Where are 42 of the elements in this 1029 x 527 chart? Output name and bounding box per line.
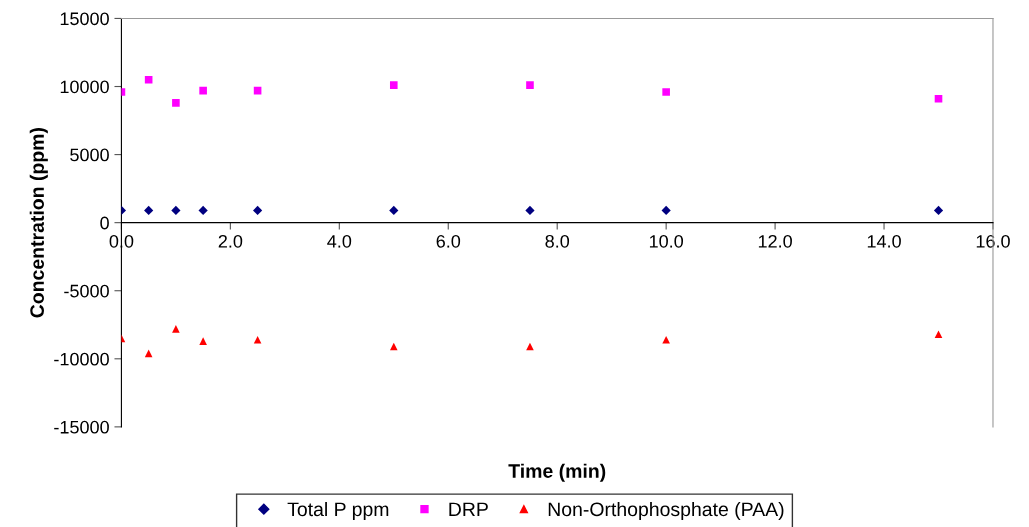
- x-tick-label: 16.0: [976, 234, 1010, 248]
- x-tick-label: 4.0: [327, 234, 352, 248]
- y-axis-title: Concentration (ppm): [29, 128, 48, 318]
- point: [199, 337, 207, 345]
- point: [253, 205, 263, 216]
- point: [199, 86, 207, 95]
- point: [389, 342, 398, 351]
- x-tick-label: 6.0: [436, 234, 461, 248]
- point: [525, 205, 535, 216]
- y-tick-label: -15000: [54, 420, 109, 434]
- x-tick-label: 14.0: [867, 234, 901, 248]
- point: [172, 325, 180, 333]
- y-tick-label: -10000: [54, 352, 109, 366]
- x-tick-label: 8.0: [545, 234, 570, 248]
- point: [198, 205, 208, 216]
- legend-label: Non-Orthophosphate (PAA): [548, 501, 784, 521]
- legend-label: DRP: [449, 502, 488, 517]
- point: [661, 205, 671, 216]
- y-tick-label: 10000: [60, 80, 109, 94]
- point: [253, 335, 262, 344]
- y-tick-label: -5000: [64, 284, 109, 298]
- point: [171, 205, 181, 216]
- point: [144, 349, 153, 358]
- legend-label: Total P ppm: [287, 501, 389, 521]
- x-tick-label: 12.0: [758, 234, 792, 248]
- point: [662, 335, 670, 344]
- y-tick-label: 5000: [70, 148, 109, 162]
- point: [933, 205, 944, 216]
- point: [389, 81, 398, 89]
- x-axis-title: Time (min): [508, 463, 606, 482]
- y-tick-label: 15000: [60, 12, 109, 26]
- point: [389, 205, 399, 216]
- x-tick-label: 2.0: [218, 234, 243, 248]
- point: [172, 99, 180, 107]
- point: [934, 94, 943, 103]
- y-tick-label: 0: [100, 216, 109, 230]
- point: [662, 88, 670, 96]
- point: [526, 81, 534, 89]
- x-tick-label: 10.0: [649, 234, 684, 248]
- point: [934, 330, 943, 339]
- point: [144, 205, 154, 216]
- point: [144, 75, 153, 84]
